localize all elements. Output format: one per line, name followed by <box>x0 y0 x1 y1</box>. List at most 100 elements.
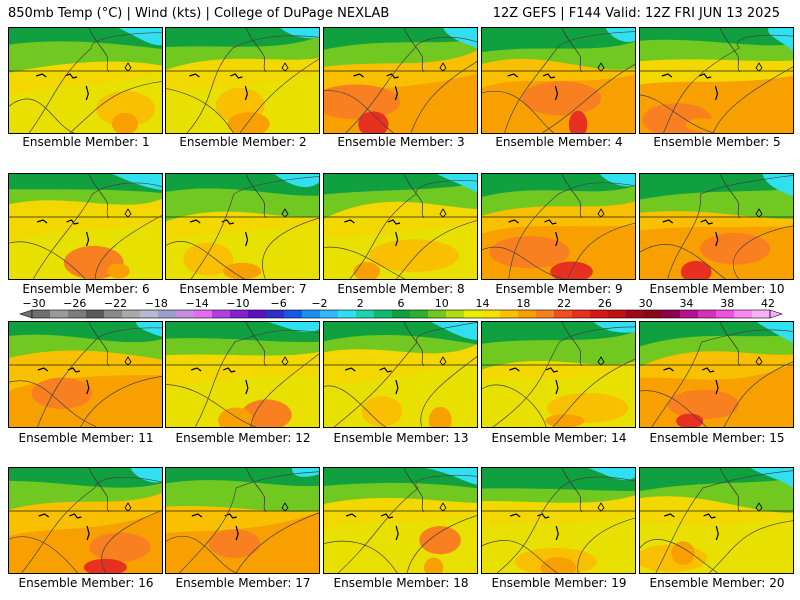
ensemble-member-label: Ensemble Member: 12 <box>175 431 311 445</box>
ensemble-map-panel <box>323 467 478 574</box>
colorbar-tick-label: 34 <box>679 297 693 310</box>
colorbar-swatch <box>554 310 573 318</box>
ensemble-map-panel <box>481 467 636 574</box>
colorbar-swatch <box>464 310 483 318</box>
colorbar-swatch <box>338 310 357 318</box>
temperature-map <box>324 174 477 279</box>
colorbar-swatch <box>158 310 177 318</box>
temperature-map <box>640 468 793 573</box>
colorbar-swatch <box>68 310 87 318</box>
colorbar-tick-label: −10 <box>226 297 249 310</box>
ensemble-member-label: Ensemble Member: 14 <box>491 431 627 445</box>
colorbar-tick-label: 14 <box>476 297 490 310</box>
ensemble-map-panel <box>481 321 636 428</box>
colorbar-max-arrow <box>769 309 783 319</box>
ensemble-map-panel <box>323 173 478 280</box>
colorbar-swatch <box>608 310 627 318</box>
colorbar-swatch <box>248 310 267 318</box>
temperature-map <box>9 174 162 279</box>
colorbar-swatch <box>32 310 51 318</box>
temperature-map <box>9 468 162 573</box>
colorbar-swatch <box>140 310 159 318</box>
ensemble-member-label: Ensemble Member: 2 <box>179 135 307 149</box>
colorbar-swatch <box>104 310 123 318</box>
colorbar-swatch <box>374 310 393 318</box>
colorbar-tick-label: 30 <box>639 297 653 310</box>
colorbar-swatch <box>122 310 141 318</box>
temperature-map <box>166 28 319 133</box>
colorbar-tick-label: −18 <box>145 297 168 310</box>
temperature-map <box>166 322 319 427</box>
temperature-map <box>324 468 477 573</box>
colorbar-swatch <box>320 310 339 318</box>
colorbar-tick-label: 10 <box>435 297 449 310</box>
temperature-map <box>482 174 635 279</box>
temperature-map <box>482 322 635 427</box>
colorbar-swatch <box>410 310 429 318</box>
colorbar-tick-label: −2 <box>311 297 327 310</box>
ensemble-member-label: Ensemble Member: 6 <box>22 282 150 296</box>
header-valid-time: 12Z GEFS | F144 Valid: 12Z FRI JUN 13 20… <box>492 6 780 21</box>
colorbar-tick-label: −30 <box>22 297 45 310</box>
temperature-map <box>166 468 319 573</box>
ensemble-map-panel <box>639 321 794 428</box>
ensemble-map-panel <box>8 173 163 280</box>
colorbar-swatch <box>356 310 375 318</box>
colorbar-tick-label: 42 <box>761 297 775 310</box>
ensemble-map-panel <box>165 321 320 428</box>
ensemble-member-label: Ensemble Member: 4 <box>495 135 623 149</box>
ensemble-member-label: Ensemble Member: 15 <box>649 431 785 445</box>
colorbar-swatch <box>680 310 699 318</box>
colorbar-outline <box>31 309 771 319</box>
colorbar-tick-label: −6 <box>271 297 287 310</box>
temperature-map <box>324 28 477 133</box>
colorbar-tick-label: 26 <box>598 297 612 310</box>
colorbar-min-arrow <box>19 309 33 319</box>
colorbar-tick-label: 2 <box>357 297 364 310</box>
colorbar-swatch <box>266 310 285 318</box>
temperature-map <box>640 322 793 427</box>
colorbar-swatch <box>428 310 447 318</box>
ensemble-member-label: Ensemble Member: 11 <box>18 431 154 445</box>
ensemble-member-label: Ensemble Member: 8 <box>337 282 465 296</box>
ensemble-member-label: Ensemble Member: 16 <box>18 576 154 590</box>
ensemble-map-panel <box>8 467 163 574</box>
ensemble-member-label: Ensemble Member: 5 <box>653 135 781 149</box>
colorbar-swatch <box>518 310 537 318</box>
colorbar-tick-label: −26 <box>63 297 86 310</box>
colorbar-swatch <box>500 310 519 318</box>
ensemble-map-panel <box>639 27 794 134</box>
colorbar-swatch <box>50 310 69 318</box>
colorbar-tick-label: 6 <box>398 297 405 310</box>
temperature-map <box>640 28 793 133</box>
colorbar-swatch <box>86 310 105 318</box>
ensemble-member-label: Ensemble Member: 17 <box>175 576 311 590</box>
header-title: 850mb Temp (°C) | Wind (kts) | College o… <box>8 6 390 21</box>
temperature-map <box>9 28 162 133</box>
ensemble-member-label: Ensemble Member: 13 <box>333 431 469 445</box>
colorbar-swatch <box>698 310 717 318</box>
ensemble-member-label: Ensemble Member: 7 <box>179 282 307 296</box>
colorbar-swatch <box>446 310 465 318</box>
colorbar-tick-label: −22 <box>104 297 127 310</box>
ensemble-map-panel <box>323 321 478 428</box>
ensemble-member-label: Ensemble Member: 18 <box>333 576 469 590</box>
temperature-map <box>482 28 635 133</box>
ensemble-map-panel <box>323 27 478 134</box>
ensemble-member-label: Ensemble Member: 20 <box>649 576 785 590</box>
colorbar-tick-label: 18 <box>516 297 530 310</box>
colorbar-swatch <box>536 310 555 318</box>
temperature-map <box>640 174 793 279</box>
temperature-map <box>9 322 162 427</box>
ensemble-map-panel <box>481 173 636 280</box>
colorbar-swatch <box>572 310 591 318</box>
colorbar-swatch <box>302 310 321 318</box>
colorbar-swatch <box>284 310 303 318</box>
ensemble-map-panel <box>639 173 794 280</box>
temperature-map <box>166 174 319 279</box>
ensemble-member-label: Ensemble Member: 1 <box>22 135 150 149</box>
ensemble-member-label: Ensemble Member: 9 <box>495 282 623 296</box>
colorbar-swatch <box>230 310 249 318</box>
ensemble-map-panel <box>165 27 320 134</box>
temperature-map <box>324 322 477 427</box>
